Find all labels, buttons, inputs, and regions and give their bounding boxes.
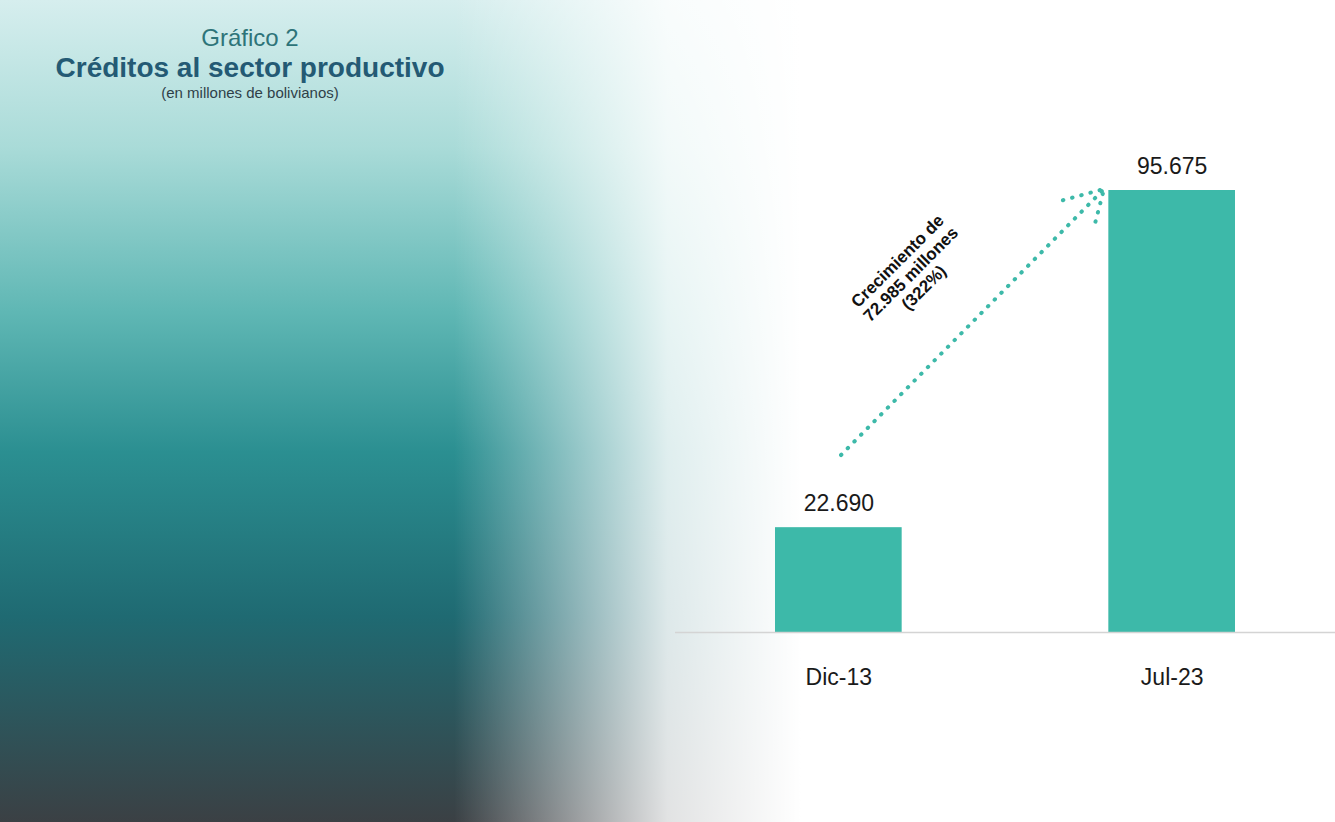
html-text:Gráfico 2: Gráfico 2 [201, 24, 299, 51]
svg-text:Crecimiento de72.985 millones(: Crecimiento de72.985 millones(322%) [846, 210, 975, 339]
svg-text:Jul-23: Jul-23 [1141, 664, 1204, 690]
html-text:Créditos al sector productivo: Créditos al sector productivo [55, 51, 445, 83]
svg-text:22.690: 22.690 [804, 490, 874, 516]
svg-text:95.675: 95.675 [1137, 153, 1207, 179]
html-text:(en millones de bolivianos): (en millones de bolivianos) [161, 83, 339, 101]
svg-text:Dic-13: Dic-13 [806, 664, 872, 690]
